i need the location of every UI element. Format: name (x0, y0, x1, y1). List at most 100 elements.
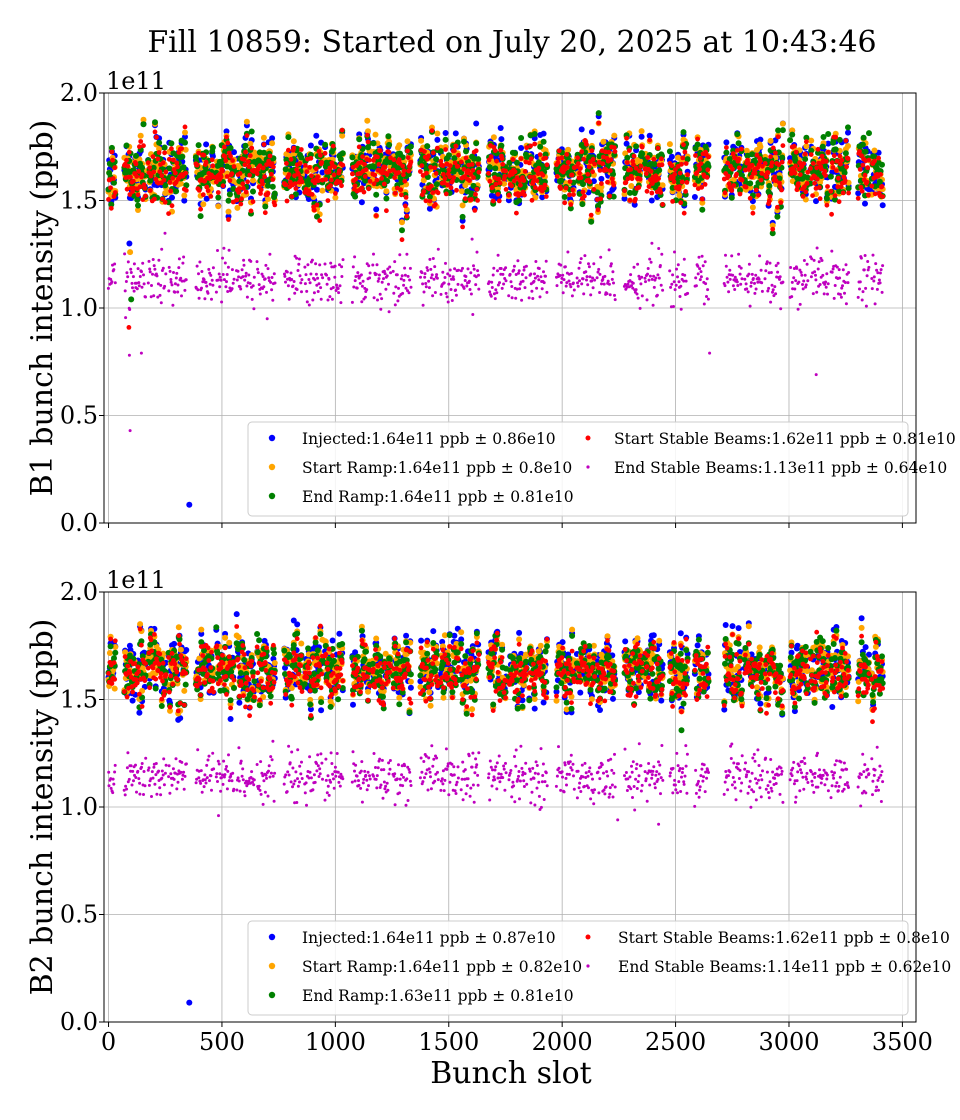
data-point (323, 177, 329, 182)
data-point (463, 148, 469, 155)
data-point (123, 252, 127, 256)
data-point (325, 273, 328, 277)
data-point (358, 199, 365, 206)
data-point (778, 200, 784, 205)
data-point (461, 266, 464, 270)
data-point (673, 288, 677, 292)
data-point (876, 178, 883, 185)
data-point (698, 267, 702, 271)
data-point (701, 264, 705, 268)
data-point (686, 291, 690, 295)
data-point (638, 128, 645, 135)
data-point (402, 283, 406, 287)
data-point (567, 179, 573, 185)
data-point (724, 145, 729, 150)
data-point (655, 293, 659, 297)
data-point (865, 274, 869, 278)
data-point (766, 182, 773, 189)
data-point (134, 174, 140, 179)
data-point (621, 195, 628, 202)
data-point (235, 278, 239, 282)
data-point (489, 294, 493, 298)
data-point (268, 252, 272, 256)
data-point (140, 285, 144, 289)
data-point (537, 143, 544, 150)
data-point (304, 169, 310, 175)
data-point (403, 206, 410, 213)
data-point (731, 273, 735, 277)
data-point (751, 277, 755, 280)
data-point (454, 288, 458, 292)
data-point (839, 157, 845, 163)
data-point (651, 156, 657, 162)
data-point (442, 136, 449, 143)
data-point (164, 272, 168, 276)
data-point (154, 134, 159, 140)
data-point (857, 149, 862, 154)
data-point (637, 274, 641, 278)
data-point (433, 291, 437, 294)
data-point (407, 291, 411, 295)
data-point (203, 195, 210, 202)
data-point (600, 282, 603, 286)
data-point (472, 267, 476, 271)
data-point (183, 170, 189, 176)
data-point (356, 271, 360, 275)
data-point (791, 143, 797, 149)
data-point (521, 279, 525, 283)
data-point (767, 286, 771, 290)
data-point (802, 151, 808, 157)
data-point (362, 174, 368, 179)
data-point (220, 300, 224, 304)
data-point (540, 130, 547, 137)
data-point (586, 164, 592, 170)
data-point (433, 156, 440, 163)
data-point (529, 272, 533, 276)
data-point (263, 277, 267, 281)
data-point (227, 248, 231, 252)
data-point (262, 203, 269, 210)
data-point (428, 257, 432, 261)
data-point (209, 144, 216, 151)
data-point (530, 289, 534, 293)
data-point (798, 302, 802, 306)
data-point (597, 168, 603, 173)
data-point (218, 174, 224, 180)
data-point (590, 169, 595, 175)
data-point (865, 165, 871, 171)
data-point (698, 161, 704, 167)
data-point (768, 154, 773, 160)
data-point (243, 149, 248, 155)
data-point (545, 290, 549, 294)
data-point (490, 134, 497, 141)
data-point (135, 202, 141, 209)
data-point (645, 298, 649, 302)
data-point (558, 186, 563, 191)
b1-legend-end-ramp: End Ramp:1.64e11 ppb ± 0.81e10 (302, 488, 574, 506)
data-point (379, 176, 384, 181)
data-point (126, 260, 130, 264)
data-point (565, 146, 572, 153)
data-point (768, 261, 772, 265)
data-point (737, 191, 743, 197)
data-point (566, 250, 570, 254)
data-point (677, 184, 682, 190)
data-point (876, 271, 880, 275)
data-point (419, 275, 422, 279)
data-point (262, 210, 268, 216)
data-point (508, 272, 512, 276)
data-point (532, 279, 536, 283)
data-point (623, 140, 630, 147)
data-point (694, 284, 698, 288)
data-point (431, 294, 435, 298)
data-point (265, 190, 271, 196)
data-point (427, 286, 431, 290)
data-point (465, 284, 469, 288)
data-point (512, 150, 518, 157)
data-point (124, 157, 129, 163)
data-point (518, 156, 524, 162)
data-point (262, 285, 266, 289)
data-point (288, 156, 294, 162)
data-point (447, 174, 453, 180)
data-point (311, 207, 317, 213)
